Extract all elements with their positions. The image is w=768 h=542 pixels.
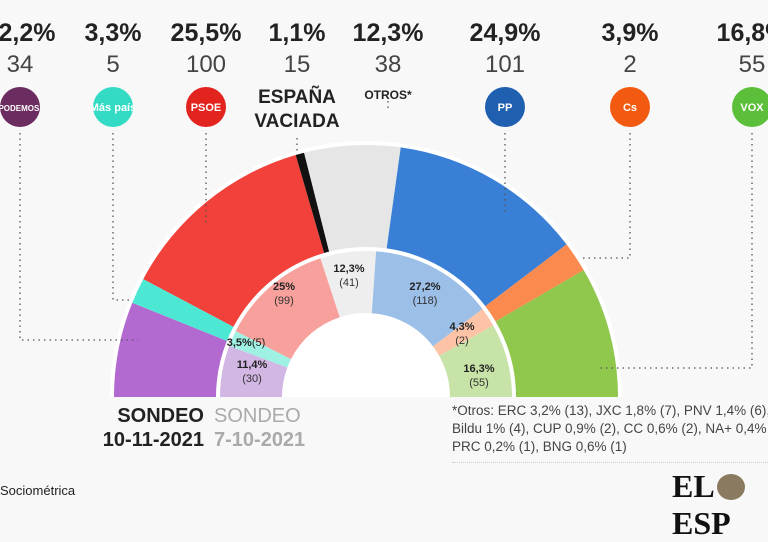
- inner-seats-label: (118): [413, 295, 438, 307]
- party-seats: 34: [7, 51, 34, 78]
- party-logo-text: OTROS*: [364, 88, 412, 102]
- party-logo-text: PODEMOS.: [0, 104, 42, 113]
- inner-label-1: SONDEO: [214, 405, 301, 427]
- party-pct: 12,2%: [0, 19, 55, 47]
- inner-pct-label: 11,4%: [237, 359, 268, 371]
- party-logo-icon: [93, 87, 133, 127]
- party-logo-icon: [485, 87, 525, 127]
- inner-label-masp: 3,5%(5): [227, 337, 266, 349]
- party-seats: 100: [186, 51, 226, 78]
- outer-segment-otros: [304, 144, 401, 252]
- party-header-más-país: 3,3% 5 Más país: [85, 19, 142, 301]
- outer-segment-podemos: [114, 302, 227, 397]
- outer-label-1: SONDEO: [117, 405, 204, 427]
- inner-seats-label: (99): [274, 295, 294, 307]
- leader-line: [112, 133, 130, 301]
- leader-line: [19, 133, 138, 341]
- inner-seats: (5): [252, 337, 265, 349]
- inner-segment-pp: [371, 251, 483, 347]
- outer-segment-vox: [495, 270, 618, 397]
- inner-segment-otros: [320, 250, 377, 318]
- otros-footnote: *Otros: ERC 3,2% (13), JXC 1,8% (7), PNV…: [452, 403, 768, 454]
- inner-pct-label: 12,3%: [333, 263, 364, 275]
- outer-legend: SONDEO 10-11-2021: [100, 404, 204, 452]
- outer-segment-pp: [386, 147, 567, 307]
- party-logo-text: PSOE: [191, 102, 222, 114]
- inner-seats-label: (2): [455, 335, 468, 347]
- inner-pct-label: 16,3%: [463, 363, 494, 375]
- outer-label-2: 10-11-2021: [102, 429, 204, 451]
- party-logo-icon: [186, 87, 226, 127]
- party-pct: 25,5%: [171, 19, 242, 47]
- source: Sociométrica: [0, 483, 76, 498]
- party-header-otros: 12,3% 38 OTROS*: [353, 19, 424, 108]
- outer-segment-españa-vaciada: [295, 152, 330, 253]
- party-header-psoe: 25,5% 100 PSOE: [171, 19, 242, 225]
- outer-segment-cs: [485, 244, 584, 322]
- party-logo-text: VOX: [740, 102, 764, 114]
- party-pct: 1,1%: [269, 19, 326, 47]
- inner-seats-label: (30): [242, 373, 262, 385]
- inner-pct-label: 27,2%: [409, 281, 440, 293]
- party-logo-icon: [732, 87, 768, 127]
- party-pct: 3,3%: [85, 19, 142, 47]
- leader-line: [598, 133, 753, 369]
- inner-legend: SONDEO 7-10-2021: [214, 404, 305, 452]
- inner-pct: 3,5%: [227, 337, 252, 349]
- party-seats: 5: [106, 51, 119, 78]
- inner-pct-label: 4,3%: [449, 321, 474, 333]
- inner-segment-cs: [433, 308, 494, 356]
- party-pct: 12,3%: [353, 19, 424, 47]
- brand-logo: ELESP: [672, 468, 768, 542]
- inner-segment-más-país: [229, 331, 292, 368]
- party-pct: 16,8%: [717, 19, 768, 47]
- leader-line: [580, 133, 631, 259]
- inner-seats-label: (55): [469, 377, 489, 389]
- party-seats: 101: [485, 51, 525, 78]
- inner-label-2: 7-10-2021: [214, 429, 306, 451]
- party-logo-icon: [0, 87, 40, 127]
- outer-segment-más-país: [132, 279, 234, 341]
- hemicycle-chart: 11,4% (30) 3,5%(5) 25% (99) 12,3% (41) 27,2% (11…: [0, 19, 768, 397]
- inner-segment-podemos: [220, 345, 288, 397]
- party-logo-text: ESPAÑA: [258, 86, 336, 108]
- party-header-españa-vaciada: 1,1% 15 ESPAÑA VACIADA: [254, 19, 340, 155]
- inner-seats-label: (41): [339, 277, 359, 289]
- party-seats: 55: [739, 51, 766, 78]
- inner-segment-psoe: [235, 258, 340, 360]
- party-seats: 2: [623, 51, 636, 78]
- party-logo-text: Cs: [623, 102, 637, 114]
- party-logo-icon: [610, 87, 650, 127]
- divider: [452, 462, 768, 463]
- party-header-podemos: 12,2% 34 PODEMOS.: [0, 19, 138, 341]
- outer-segment-psoe: [143, 155, 325, 327]
- party-pct: 3,9%: [602, 19, 659, 47]
- party-logo-text: Más país: [90, 102, 136, 114]
- inner-pct-label: 25%: [273, 281, 295, 293]
- party-header-cs: 3,9% 2 Cs: [580, 19, 659, 259]
- inner-segment-vox: [439, 325, 512, 397]
- party-header-vox: 16,8% 55 VOX: [598, 19, 768, 369]
- party-logo-text: VACIADA: [254, 111, 339, 132]
- party-header-pp: 24,9% 101 PP: [470, 19, 541, 215]
- party-seats: 15: [284, 51, 311, 78]
- party-logo-text: PP: [498, 102, 513, 114]
- party-pct: 24,9%: [470, 19, 541, 47]
- party-seats: 38: [375, 51, 402, 78]
